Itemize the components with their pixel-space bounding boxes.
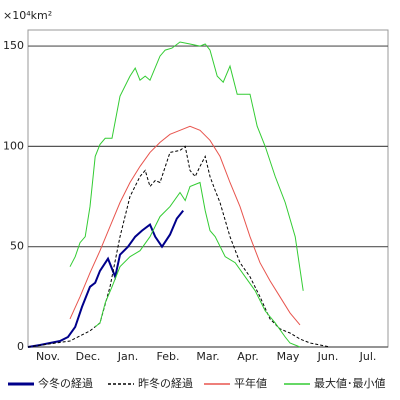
- series-line: [69, 41, 304, 291]
- series-line: [69, 125, 301, 326]
- x-tick-label: Mar.: [196, 350, 219, 363]
- x-tick-label: Apr.: [237, 350, 259, 363]
- x-tick-label: Dec.: [76, 350, 101, 363]
- series-line: [94, 181, 301, 348]
- y-tick-label: 50: [10, 240, 24, 253]
- x-tick-label: Jun.: [317, 350, 339, 363]
- y-tick-label: 100: [3, 139, 24, 152]
- legend-label: 昨冬の経過: [138, 376, 193, 390]
- y-tick-label: 150: [3, 39, 24, 52]
- y-tick-label: 0: [17, 340, 24, 353]
- x-tick-label: May: [277, 350, 300, 363]
- legend-label: 最大値･最小値: [314, 376, 386, 390]
- x-tick-label: Jul.: [359, 350, 377, 363]
- y-unit: ×10⁴km²: [3, 9, 52, 22]
- legend-label: 今冬の経過: [38, 376, 93, 390]
- x-tick-label: Nov.: [36, 350, 60, 363]
- x-tick-label: Jan.: [117, 350, 138, 363]
- legend-label: 平年値: [234, 376, 267, 390]
- x-tick-label: Feb.: [157, 350, 180, 363]
- series-line: [27, 209, 184, 348]
